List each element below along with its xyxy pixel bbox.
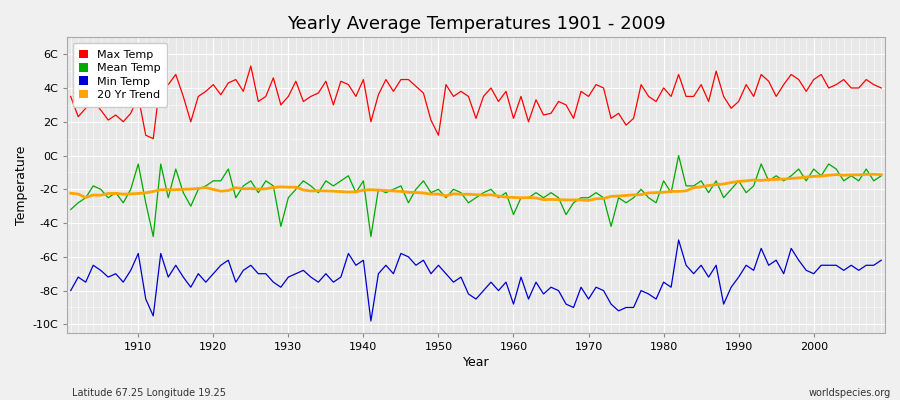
Text: Latitude 67.25 Longitude 19.25: Latitude 67.25 Longitude 19.25 (72, 388, 226, 398)
X-axis label: Year: Year (463, 356, 490, 369)
Y-axis label: Temperature: Temperature (15, 145, 28, 225)
Text: worldspecies.org: worldspecies.org (809, 388, 891, 398)
Title: Yearly Average Temperatures 1901 - 2009: Yearly Average Temperatures 1901 - 2009 (287, 15, 665, 33)
Legend: Max Temp, Mean Temp, Min Temp, 20 Yr Trend: Max Temp, Mean Temp, Min Temp, 20 Yr Tre… (73, 43, 167, 107)
